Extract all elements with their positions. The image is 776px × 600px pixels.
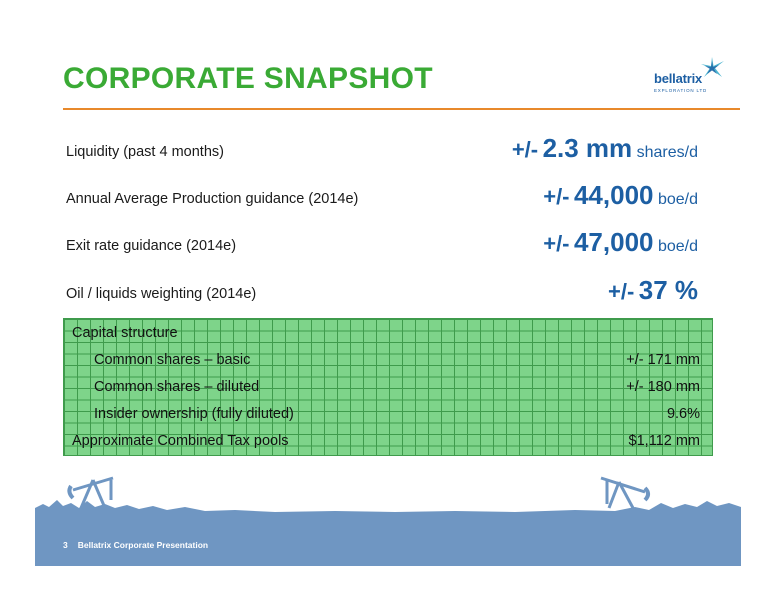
metric-unit: boe/d: [657, 238, 698, 255]
metric-value: +/- 44,000 boe/d: [543, 180, 698, 211]
slide-title: CORPORATE SNAPSHOT: [63, 62, 433, 95]
metric-prefix: +/-: [607, 279, 635, 304]
tax-pools-label: Approximate Combined Tax pools: [72, 433, 289, 449]
company-logo: bellatrix EXPLORATION LTD: [650, 55, 730, 101]
metric-row-exit-rate: Exit rate guidance (2014e) +/- 47,000 bo…: [66, 222, 698, 258]
metric-prefix: +/-: [511, 137, 539, 162]
metric-label: Annual Average Production guidance (2014…: [66, 191, 359, 207]
footer-caption: Bellatrix Corporate Presentation: [77, 540, 209, 550]
grass-silhouette: [35, 500, 741, 566]
pumpjack-right: [600, 476, 650, 509]
page-number: 3: [63, 540, 68, 550]
capital-row-value: +/- 171 mm: [626, 352, 700, 368]
capital-structure-panel: Capital structure Common shares – basic …: [63, 318, 713, 456]
capital-row-label: Common shares – diluted: [94, 379, 260, 395]
metric-row-liquidity: Liquidity (past 4 months) +/- 2.3 mm sha…: [66, 128, 698, 164]
capital-row-label: Common shares – basic: [94, 352, 251, 368]
metric-number: 47,000: [573, 227, 654, 257]
title-divider: [63, 108, 740, 110]
footer: 3 Bellatrix Corporate Presentation: [63, 540, 218, 550]
metric-label: Liquidity (past 4 months): [66, 144, 224, 160]
footer-landscape: [35, 476, 741, 566]
capital-heading-row: Capital structure: [64, 319, 710, 345]
star-icon: [701, 57, 724, 77]
table-row: Common shares – diluted +/- 180 mm: [64, 373, 710, 399]
metric-unit: shares/d: [636, 144, 698, 161]
logo-name: bellatrix: [654, 71, 703, 86]
metric-unit: boe/d: [657, 191, 698, 208]
metric-value: +/- 37 %: [608, 275, 698, 306]
metric-prefix: +/-: [543, 184, 570, 209]
tax-pools-row: Approximate Combined Tax pools $1,112 mm: [64, 427, 710, 453]
metric-number: 37 %: [638, 275, 698, 305]
table-row: Insider ownership (fully diluted) 9.6%: [64, 400, 710, 426]
metric-row-production: Annual Average Production guidance (2014…: [66, 175, 698, 211]
logo-tagline: EXPLORATION LTD: [654, 88, 708, 93]
capital-row-value: +/- 180 mm: [626, 379, 700, 395]
capital-heading: Capital structure: [72, 325, 178, 341]
pumpjack-left: [67, 476, 114, 509]
metric-label: Oil / liquids weighting (2014e): [66, 286, 257, 302]
table-row: Common shares – basic +/- 171 mm: [64, 346, 710, 372]
metric-value: +/- 2.3 mm shares/d: [512, 133, 698, 164]
metric-prefix: +/-: [543, 231, 570, 256]
metric-number: 2.3 mm: [542, 133, 633, 163]
metric-value: +/- 47,000 boe/d: [543, 227, 698, 258]
metric-number: 44,000: [573, 180, 654, 210]
tax-pools-value: $1,112 mm: [628, 433, 700, 449]
capital-row-value: 9.6%: [666, 406, 700, 422]
metric-label: Exit rate guidance (2014e): [66, 238, 237, 254]
capital-row-label: Insider ownership (fully diluted): [94, 406, 294, 422]
metric-row-oil-weighting: Oil / liquids weighting (2014e) +/- 37 %: [66, 270, 698, 306]
